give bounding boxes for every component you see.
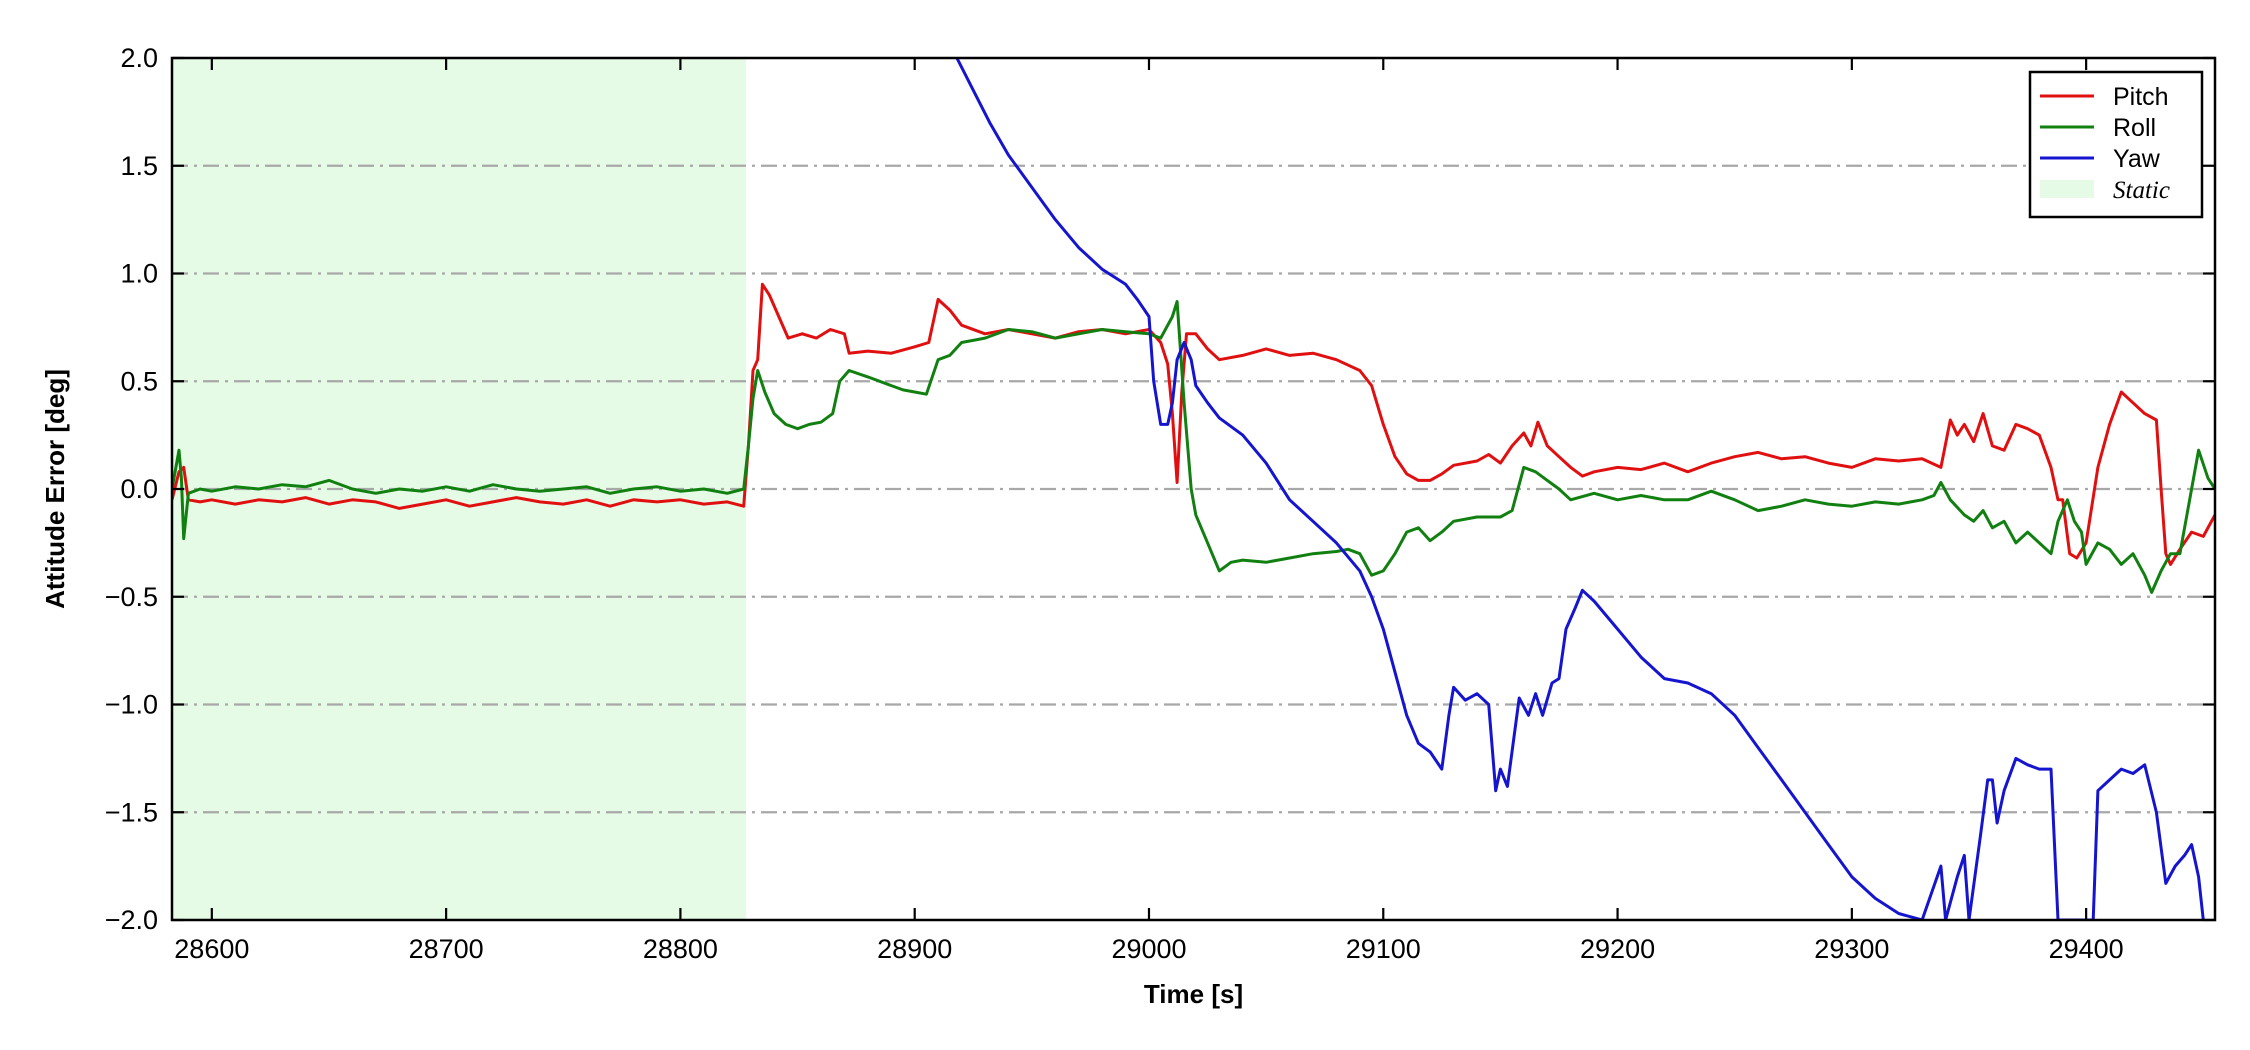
y-tick-label: 1.0 [120,259,158,289]
x-tick-label: 29300 [1814,934,1889,964]
y-tick-label: −1.5 [105,797,158,827]
series-layer [172,58,2215,920]
series-line-pitch [172,282,2215,566]
x-axis-title: Time [s] [1144,979,1243,1009]
x-tick-label: 28900 [877,934,952,964]
y-tick-label: −1.0 [105,690,158,720]
y-tick-label: 0.0 [120,474,158,504]
legend-swatch-static [2040,180,2094,198]
y-tick-label: 1.5 [120,151,158,181]
legend-label-roll: Roll [2113,114,2156,142]
x-tick-label: 28700 [409,934,484,964]
legend-label-pitch: Pitch [2113,83,2169,111]
legend-label-yaw: Yaw [2113,145,2161,173]
x-tick-label: 28800 [643,934,718,964]
y-tick-label: −0.5 [105,582,158,612]
x-tick-label: 29000 [1111,934,1186,964]
x-tick-label: 29400 [2049,934,2124,964]
y-axis-title: Attitude Error [deg] [40,369,70,609]
series-line-yaw [955,58,2205,920]
y-tick-label: −2.0 [105,905,158,935]
x-tick-label: 29100 [1346,934,1421,964]
tick-label-layer: 28600 28700 28800 28900 29000 29100 29200 29300… [105,43,2124,964]
ticks-layer [172,56,2215,922]
y-tick-label: 0.5 [120,366,158,396]
legend: Pitch Roll Yaw Static [2028,70,2204,219]
legend-label-static: Static [2113,177,2170,204]
series-line-roll [172,300,2215,594]
y-tick-label: 2.0 [120,43,158,73]
x-tick-label: 28600 [174,934,249,964]
x-tick-label: 29200 [1580,934,1655,964]
